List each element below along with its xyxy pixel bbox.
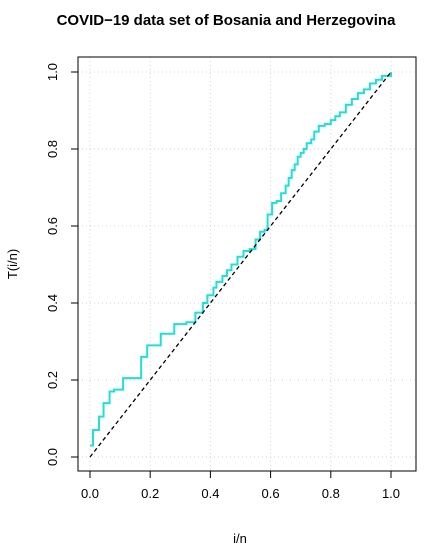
series-line-diagonal bbox=[89, 71, 392, 458]
y-axis-label: T(i/n) bbox=[5, 249, 20, 279]
y-axis: 0.0 0.2 0.4 0.6 0.8 1.0 bbox=[45, 63, 78, 466]
grid bbox=[78, 57, 416, 471]
plot-frame bbox=[77, 56, 417, 472]
x-axis-label: i/n bbox=[233, 531, 247, 546]
x-tick-label: 0.2 bbox=[141, 486, 159, 501]
y-tick-label: 0.6 bbox=[45, 217, 60, 235]
y-tick-label: 0.8 bbox=[45, 140, 60, 158]
y-tick-label: 0.2 bbox=[45, 371, 60, 389]
x-tick-label: 1.0 bbox=[382, 486, 400, 501]
y-tick-label: 0.0 bbox=[45, 448, 60, 466]
x-tick-label: 0.8 bbox=[322, 486, 340, 501]
chart-title: COVID−19 data set of Bosania and Herzego… bbox=[57, 12, 397, 29]
y-tick-label: 1.0 bbox=[45, 63, 60, 81]
x-tick-label: 0.4 bbox=[201, 486, 219, 501]
x-axis: 0.0 0.2 0.4 0.6 0.8 1.0 bbox=[81, 471, 400, 501]
series-line-ttt bbox=[90, 72, 392, 447]
x-tick-label: 0.0 bbox=[81, 486, 99, 501]
x-tick-label: 0.6 bbox=[262, 486, 280, 501]
series bbox=[89, 71, 392, 458]
y-tick-label: 0.4 bbox=[45, 294, 60, 312]
